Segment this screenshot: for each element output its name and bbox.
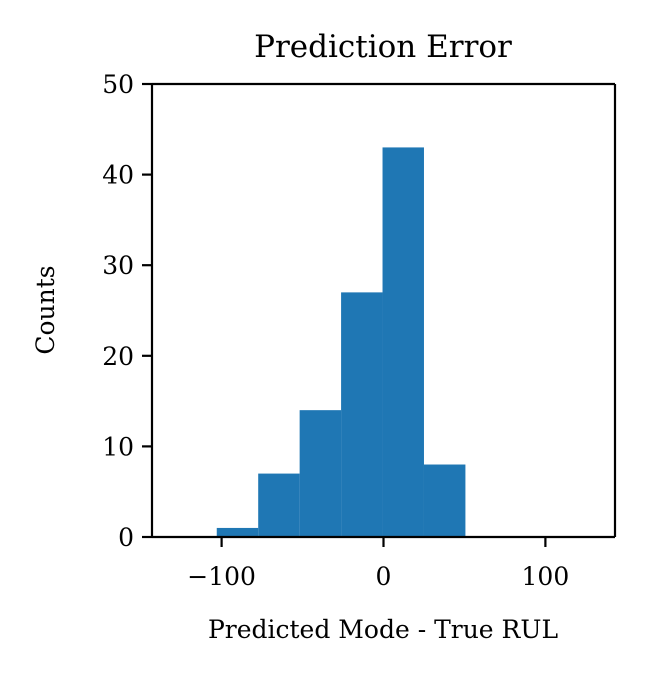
x-tick-label: 100 — [522, 562, 570, 591]
chart-title: Prediction Error — [254, 29, 512, 65]
histogram-bar — [382, 147, 424, 538]
histogram-bar — [299, 410, 342, 537]
x-tick-label: −100 — [187, 562, 256, 591]
histogram-bar — [216, 527, 259, 537]
ticks-layer: −100 0 100 0 10 20 30 40 50 — [102, 70, 569, 591]
histogram-bar — [258, 473, 300, 537]
bars-layer — [216, 147, 466, 538]
histogram-bar — [341, 292, 383, 537]
y-axis-label: Counts — [31, 265, 60, 354]
y-tick-label: 50 — [102, 70, 134, 99]
x-tick-label: 0 — [376, 562, 392, 591]
y-tick-label: 10 — [102, 432, 134, 461]
y-tick-label: 0 — [118, 523, 134, 552]
y-tick-label: 30 — [102, 251, 134, 280]
y-tick-label: 20 — [102, 342, 134, 371]
x-axis-label: Predicted Mode - True RUL — [208, 615, 558, 644]
axes-frame — [150, 82, 617, 539]
histogram-bar — [423, 464, 466, 537]
y-tick-label: 40 — [102, 161, 134, 190]
